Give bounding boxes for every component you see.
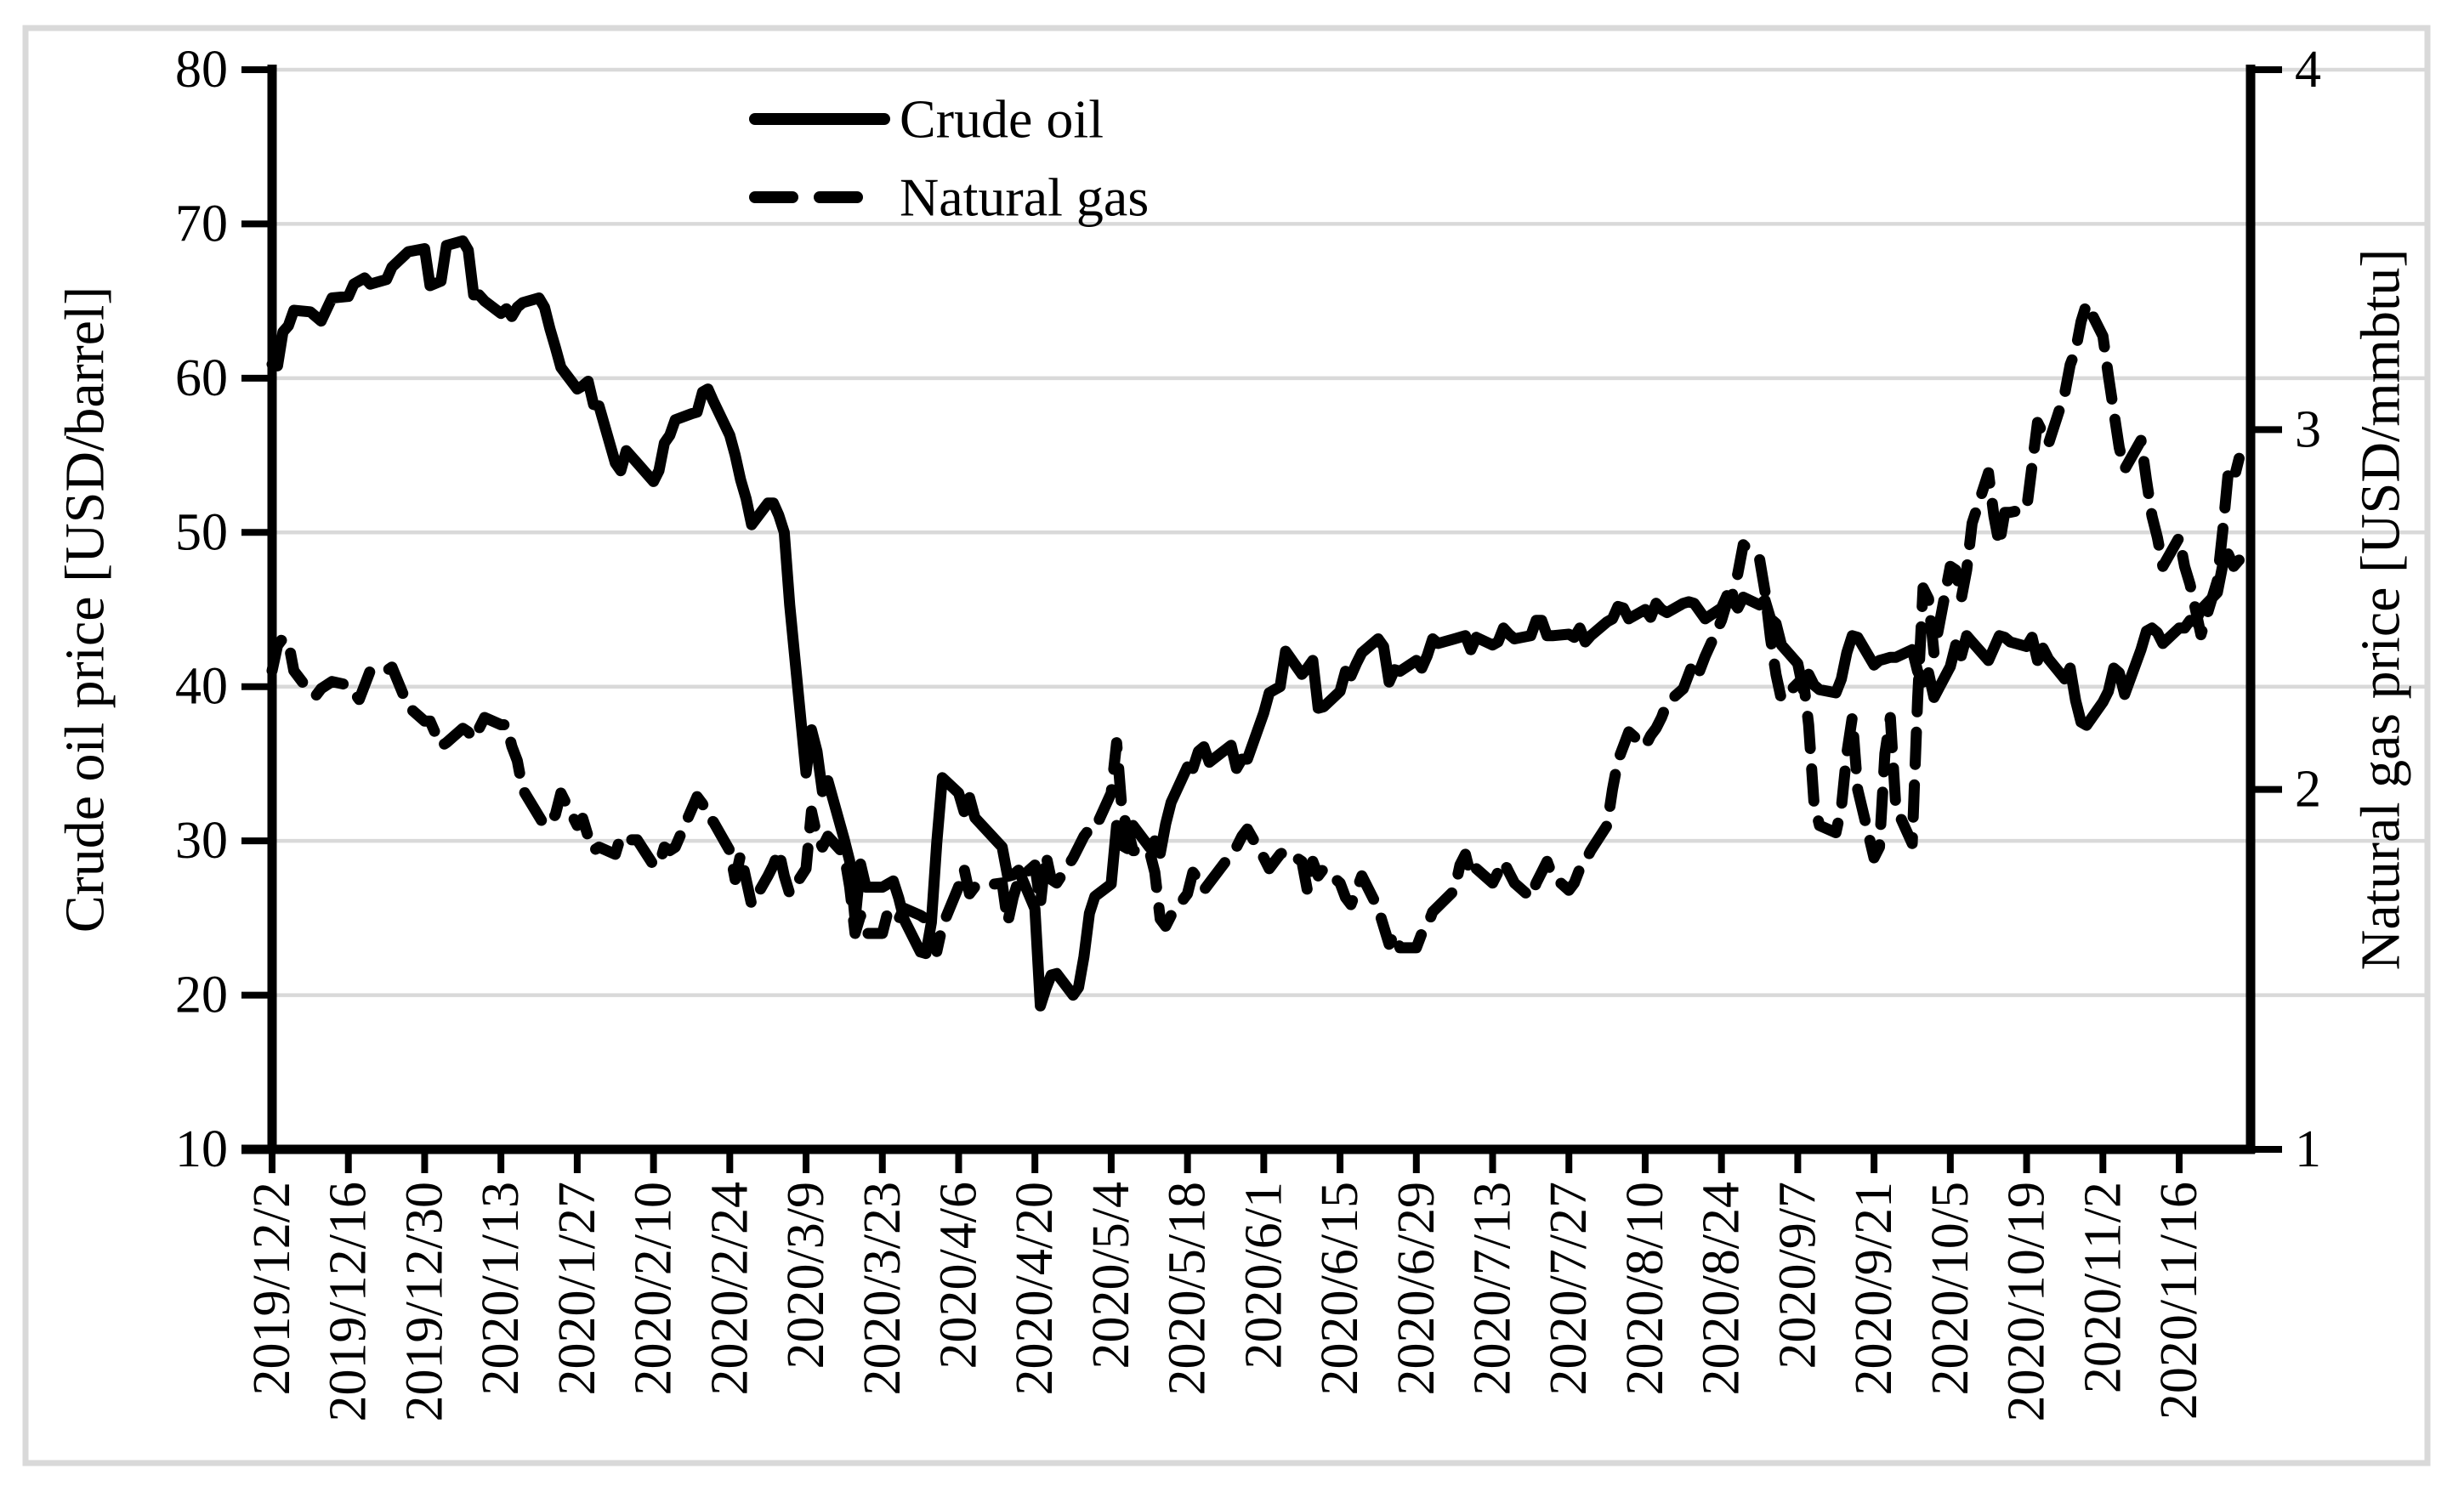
left-axis-tick-label-50: 50 [175,503,228,561]
left-axis-tick-label-60: 60 [175,349,228,407]
x-axis-tick-label-2020/5/18: 2020/5/18 [1159,1182,1217,1395]
axes [241,65,2282,1173]
left-axis-title: Crude oil price [USD/barrel] [54,286,116,933]
legend-crude-oil-label: Crude oil [900,89,1104,150]
x-axis-tick-label-2020/11/16: 2020/11/16 [2150,1182,2208,1420]
series-lines [266,235,2245,1012]
x-axis-tick-label-2019/12/16: 2019/12/16 [320,1182,378,1421]
x-axis-tick-label-2020/4/6: 2020/4/6 [929,1182,987,1369]
x-axis-tick-label-2020/8/24: 2020/8/24 [1693,1182,1751,1395]
x-axis-tick-label-2020/2/24: 2020/2/24 [701,1182,758,1395]
x-axis-tick-label-2020/6/1: 2020/6/1 [1235,1182,1292,1369]
right-axis-title: Natural gas price [USD/mmbtu] [2350,249,2412,971]
x-axis-tick-label-2020/1/27: 2020/1/27 [548,1182,606,1395]
x-axis-tick-label-2020/10/19: 2020/10/19 [1998,1182,2056,1421]
x-axis-tick-label-2020/7/13: 2020/7/13 [1464,1182,1522,1395]
left-axis-tick-label-80: 80 [175,41,228,99]
x-axis-tick-label-2020/5/4: 2020/5/4 [1082,1182,1140,1369]
left-axis-tick-label-30: 30 [175,812,228,870]
gridlines [272,67,2425,997]
crude-oil-line [266,235,2245,1012]
x-axis-tick-label-2020/6/29: 2020/6/29 [1388,1182,1445,1395]
legend: Crude oil Natural gas [749,89,1149,228]
x-axis-tick-label-2020/9/21: 2020/9/21 [1845,1182,1903,1395]
right-axis-tick-label-1: 1 [2295,1120,2321,1178]
x-axis-tick-label-2020/11/2: 2020/11/2 [2074,1182,2132,1393]
left-axis-tick-label-40: 40 [175,658,228,716]
x-axis-tick-label-2020/8/10: 2020/8/10 [1616,1182,1674,1395]
x-axis-tick-label-2020/3/23: 2020/3/23 [854,1182,911,1395]
x-axis-tick-label-2020/6/15: 2020/6/15 [1311,1182,1369,1395]
x-axis-tick-label-2020/10/5: 2020/10/5 [1922,1182,1979,1395]
natural-gas-line [266,298,2245,957]
right-axis-tick-label-4: 4 [2295,41,2321,99]
tick-labels: 10 20 30 40 50 60 70 80 1 2 3 4 2019/12/2 2019/12/16 2… [175,41,2321,1421]
x-axis-tick-label-2020/9/7: 2020/9/7 [1769,1182,1826,1369]
x-axis-tick-label-2020/2/10: 2020/2/10 [625,1182,683,1395]
right-axis-tick-label-3: 3 [2295,400,2321,458]
figure-frame-border [22,25,2431,1466]
right-axis-tick-label-2: 2 [2295,761,2321,819]
x-axis-tick-label-2020/1/13: 2020/1/13 [472,1182,530,1395]
x-axis-tick-label-2019/12/30: 2019/12/30 [395,1182,453,1421]
x-axis-tick-label-2020/4/20: 2020/4/20 [1006,1182,1064,1395]
left-axis-tick-label-10: 10 [175,1120,228,1178]
x-axis-tick-label-2020/7/27: 2020/7/27 [1540,1182,1598,1395]
legend-natural-gas-label: Natural gas [900,167,1149,228]
x-axis-tick-label-2020/3/9: 2020/3/9 [777,1182,835,1369]
x-axis-tick-label-2019/12/2: 2019/12/2 [243,1182,301,1395]
left-axis-tick-label-70: 70 [175,195,228,252]
left-axis-tick-label-20: 20 [175,967,228,1024]
